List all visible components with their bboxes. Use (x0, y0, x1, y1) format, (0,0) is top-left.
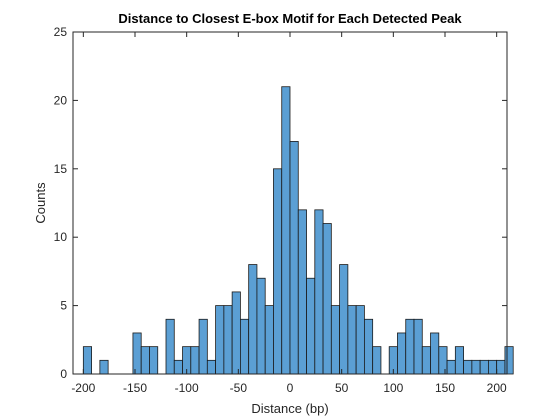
histogram-bar (239, 318, 250, 375)
histogram-bar (430, 332, 440, 375)
histogram-bar (372, 346, 382, 375)
histogram-bar (446, 359, 456, 375)
histogram-bar (231, 291, 241, 375)
y-tick-label: 25 (54, 25, 68, 39)
histogram-bar (198, 318, 208, 375)
histogram-bar (421, 346, 431, 375)
histogram-bar (347, 305, 357, 375)
y-tick-label: 5 (60, 299, 67, 313)
bars-group (82, 86, 514, 375)
x-tick-label: 150 (435, 381, 455, 395)
histogram-bar (248, 264, 258, 375)
chart-title: Distance to Closest E-box Motif for Each… (118, 11, 462, 26)
x-tick-label: -150 (123, 381, 147, 395)
histogram-bar (165, 318, 175, 375)
histogram-bar (99, 359, 109, 375)
histogram-bar (454, 346, 465, 375)
histogram-bar (330, 305, 341, 375)
x-tick-label: -100 (175, 381, 199, 395)
histogram-bar (297, 209, 307, 375)
x-tick-label: 50 (335, 381, 349, 395)
histogram-bar (173, 359, 183, 375)
histogram-bar (363, 318, 374, 375)
x-axis-label: Distance (bp) (251, 401, 328, 416)
histogram-bar (206, 359, 216, 375)
histogram-bar (190, 346, 200, 375)
histogram-bar (256, 277, 266, 375)
y-tick-label: 10 (54, 230, 68, 244)
histogram-bar (479, 359, 489, 375)
histogram-bar (397, 332, 407, 375)
x-tick-label: 200 (487, 381, 507, 395)
histogram-bar (264, 305, 274, 375)
x-tick-label: -200 (71, 381, 95, 395)
histogram-bar (487, 359, 498, 375)
x-tick-label: 100 (383, 381, 403, 395)
histogram-bar (463, 359, 473, 375)
histogram-bar (496, 359, 506, 375)
x-ticks: -200 -150 -100 -50 0 50 100 150 200 (71, 32, 507, 395)
histogram-bar (281, 86, 291, 375)
y-tick-label: 15 (54, 162, 68, 176)
histogram-bar (405, 318, 415, 375)
histogram-bar (355, 305, 365, 375)
y-ticks: 0 5 10 15 20 25 (54, 25, 507, 381)
histogram-bar (215, 305, 225, 375)
y-tick-label: 0 (60, 367, 67, 381)
x-tick-label: -50 (230, 381, 248, 395)
histogram-bar (322, 223, 332, 375)
histogram-bar (82, 346, 93, 375)
histogram-bar (339, 264, 349, 375)
histogram-bar (314, 209, 324, 375)
histogram-bar (273, 168, 283, 375)
histogram-bar (413, 318, 423, 375)
histogram-bar (289, 141, 299, 375)
histogram-bar (140, 346, 150, 375)
histogram-bar (306, 277, 316, 375)
y-axis-label: Counts (33, 182, 48, 224)
y-tick-label: 20 (54, 93, 68, 107)
histogram-bar (223, 305, 233, 375)
histogram-bar (438, 346, 448, 375)
histogram-bar (471, 359, 481, 375)
histogram-bar (149, 346, 159, 375)
x-tick-label: 0 (287, 381, 294, 395)
histogram-bar (132, 332, 142, 375)
histogram-bar (504, 346, 514, 375)
